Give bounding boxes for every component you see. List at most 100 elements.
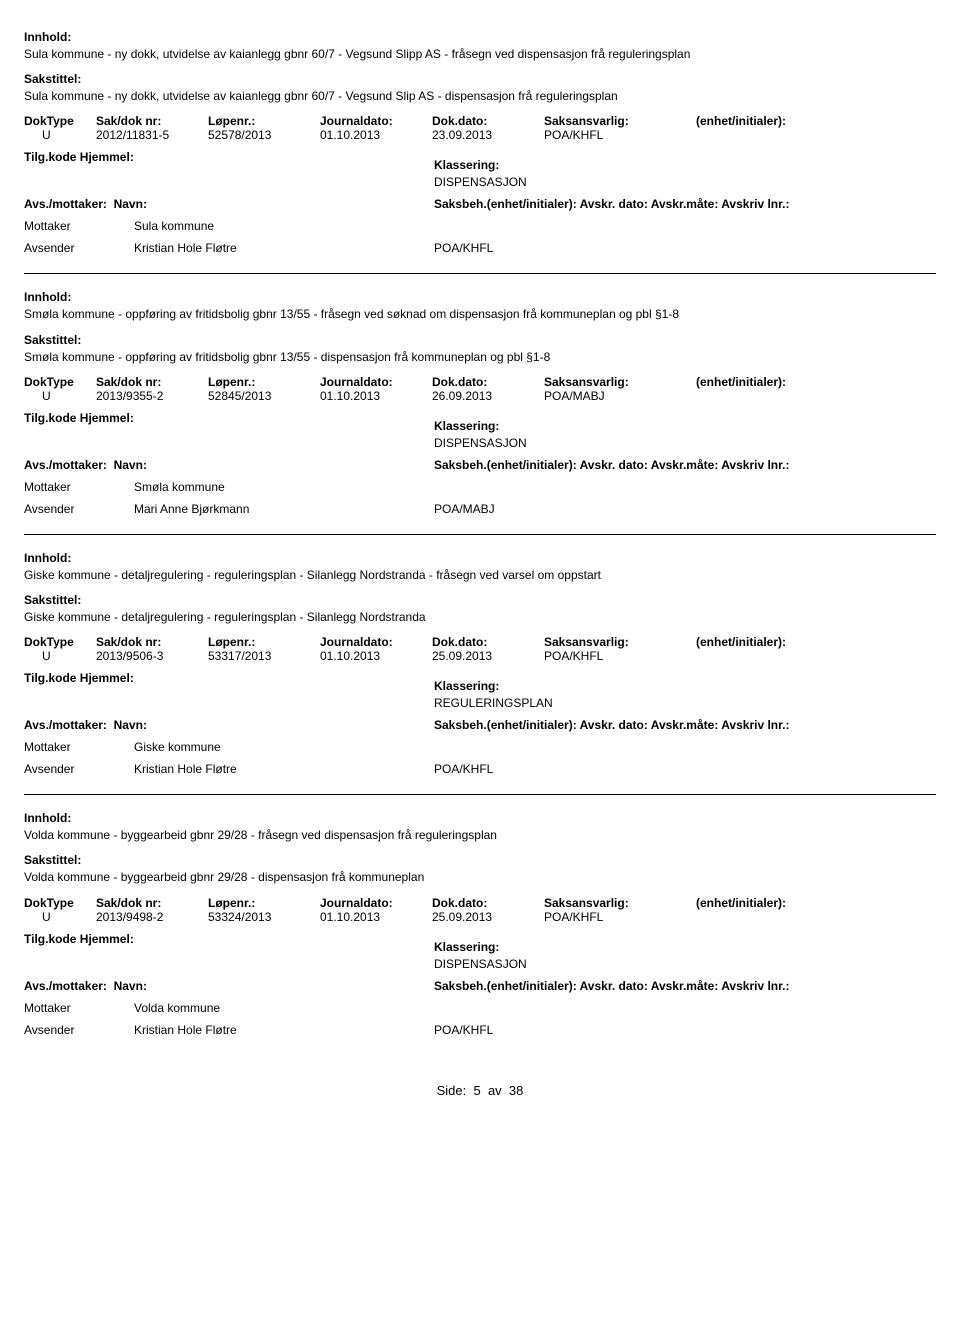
meta-header: (enhet/initialer): [696,896,846,910]
journaldato: 01.10.2013 [320,649,430,663]
avs-mottaker-label: Avs./mottaker: [24,458,107,472]
avs-mottaker-label: Avs./mottaker: [24,979,107,993]
innhold-text: Sula kommune - ny dokk, utvidelse av kai… [24,46,936,62]
hjemmel-label: Hjemmel: [80,411,134,425]
sakdok: 2013/9498-2 [96,910,206,924]
dokdato: 25.09.2013 [432,910,542,924]
avsender-label: Avsender [24,1023,134,1037]
mottaker-row: Mottaker Sula kommune [24,219,936,233]
klassering-value: DISPENSASJON [24,957,936,971]
hjemmel-label: Hjemmel: [80,671,134,685]
avs-mottaker-label: Avs./mottaker: [24,718,107,732]
saksbeh-label: Saksbeh.(enhet/initialer): Avskr. dato: … [434,458,934,472]
footer-av: av [488,1083,502,1098]
meta-header: Saksansvarlig: [544,635,694,649]
hjemmel-label: Hjemmel: [80,932,134,946]
meta-values: U 2013/9355-2 52845/2013 01.10.2013 26.0… [24,389,936,403]
meta-header: Dok.dato: [432,635,542,649]
mottaker-label: Mottaker [24,740,134,754]
navn-label: Navn: [114,979,147,993]
meta-header: Dok.dato: [432,114,542,128]
tilg-klass-header-row: Tilg.kode Hjemmel: Klassering: [24,150,936,173]
sakstittel-text: Sula kommune - ny dokk, utvidelse av kai… [24,88,936,104]
meta-header: Løpenr.: [208,635,318,649]
dokdato: 25.09.2013 [432,649,542,663]
innhold-label: Innhold: [24,30,936,44]
klassering-label: Klassering: [434,158,834,173]
avsender-name: Kristian Hole Fløtre [134,241,434,255]
klassering-value: REGULERINGSPLAN [24,696,936,710]
sakdok: 2013/9506-3 [96,649,206,663]
journal-record: Innhold: Volda kommune - byggearbeid gbn… [24,811,936,1054]
meta-header: Løpenr.: [208,375,318,389]
saksansvarlig: POA/KHFL [544,649,694,663]
navn-label: Navn: [114,197,147,211]
sakdok: 2012/11831-5 [96,128,206,142]
sakstittel-label: Sakstittel: [24,333,936,347]
doktype: U [24,649,94,663]
dokdato: 23.09.2013 [432,128,542,142]
doktype: U [24,389,94,403]
avsender-label: Avsender [24,502,134,516]
meta-header: Sak/dok nr: [96,375,206,389]
avs-mottaker-label: Avs./mottaker: [24,197,107,211]
journaldato: 01.10.2013 [320,910,430,924]
navn-label: Navn: [114,718,147,732]
mottaker-name: Sula kommune [134,219,434,233]
party-header-row: Avs./mottaker: Navn: Saksbeh.(enhet/init… [24,458,936,472]
journaldato: 01.10.2013 [320,389,430,403]
tilg-klass-header-row: Tilg.kode Hjemmel: Klassering: [24,411,936,434]
journaldato: 01.10.2013 [320,128,430,142]
dokdato: 26.09.2013 [432,389,542,403]
meta-header: Journaldato: [320,635,430,649]
meta-headers: DokTypeSak/dok nr:Løpenr.:Journaldato:Do… [24,375,936,389]
mottaker-row: Mottaker Giske kommune [24,740,936,754]
navn-label: Navn: [114,458,147,472]
meta-header: (enhet/initialer): [696,114,846,128]
mottaker-label: Mottaker [24,1001,134,1015]
meta-header: Saksansvarlig: [544,375,694,389]
avsender-code: POA/MABJ [434,502,634,516]
innhold-label: Innhold: [24,290,936,304]
avsender-code: POA/KHFL [434,1023,634,1037]
meta-header: Dok.dato: [432,896,542,910]
klassering-value: DISPENSASJON [24,436,936,450]
klassering-value: DISPENSASJON [24,175,936,189]
saksbeh-label: Saksbeh.(enhet/initialer): Avskr. dato: … [434,197,934,211]
avsender-name: Kristian Hole Fløtre [134,762,434,776]
footer-side-label: Side: [437,1083,467,1098]
meta-header: Sak/dok nr: [96,114,206,128]
sakstittel-text: Smøla kommune - oppføring av fritidsboli… [24,349,936,365]
mottaker-name: Smøla kommune [134,480,434,494]
meta-values: U 2013/9506-3 53317/2013 01.10.2013 25.0… [24,649,936,663]
party-header-row: Avs./mottaker: Navn: Saksbeh.(enhet/init… [24,197,936,211]
avsender-row: Avsender Kristian Hole Fløtre POA/KHFL [24,762,936,776]
tilgkode-label: Tilg.kode [24,932,76,946]
meta-header: DokType [24,635,94,649]
meta-header: Saksansvarlig: [544,896,694,910]
meta-header: DokType [24,114,94,128]
saksansvarlig: POA/KHFL [544,910,694,924]
meta-header: DokType [24,375,94,389]
doktype: U [24,128,94,142]
footer-page: 5 [473,1083,480,1098]
journal-record: Innhold: Sula kommune - ny dokk, utvidel… [24,30,936,274]
party-header-row: Avs./mottaker: Navn: Saksbeh.(enhet/init… [24,979,936,993]
avsender-code: POA/KHFL [434,241,634,255]
meta-header: Saksansvarlig: [544,114,694,128]
klassering-label: Klassering: [434,419,834,434]
doktype: U [24,910,94,924]
avsender-label: Avsender [24,762,134,776]
mottaker-label: Mottaker [24,219,134,233]
mottaker-name: Volda kommune [134,1001,434,1015]
tilg-klass-header-row: Tilg.kode Hjemmel: Klassering: [24,671,936,694]
saksbeh-label: Saksbeh.(enhet/initialer): Avskr. dato: … [434,718,934,732]
footer-total: 38 [509,1083,523,1098]
lopenr: 53317/2013 [208,649,318,663]
avsender-label: Avsender [24,241,134,255]
sakstittel-text: Giske kommune - detaljregulering - regul… [24,609,936,625]
innhold-label: Innhold: [24,551,936,565]
meta-header: (enhet/initialer): [696,375,846,389]
meta-values: U 2013/9498-2 53324/2013 01.10.2013 25.0… [24,910,936,924]
meta-header: DokType [24,896,94,910]
